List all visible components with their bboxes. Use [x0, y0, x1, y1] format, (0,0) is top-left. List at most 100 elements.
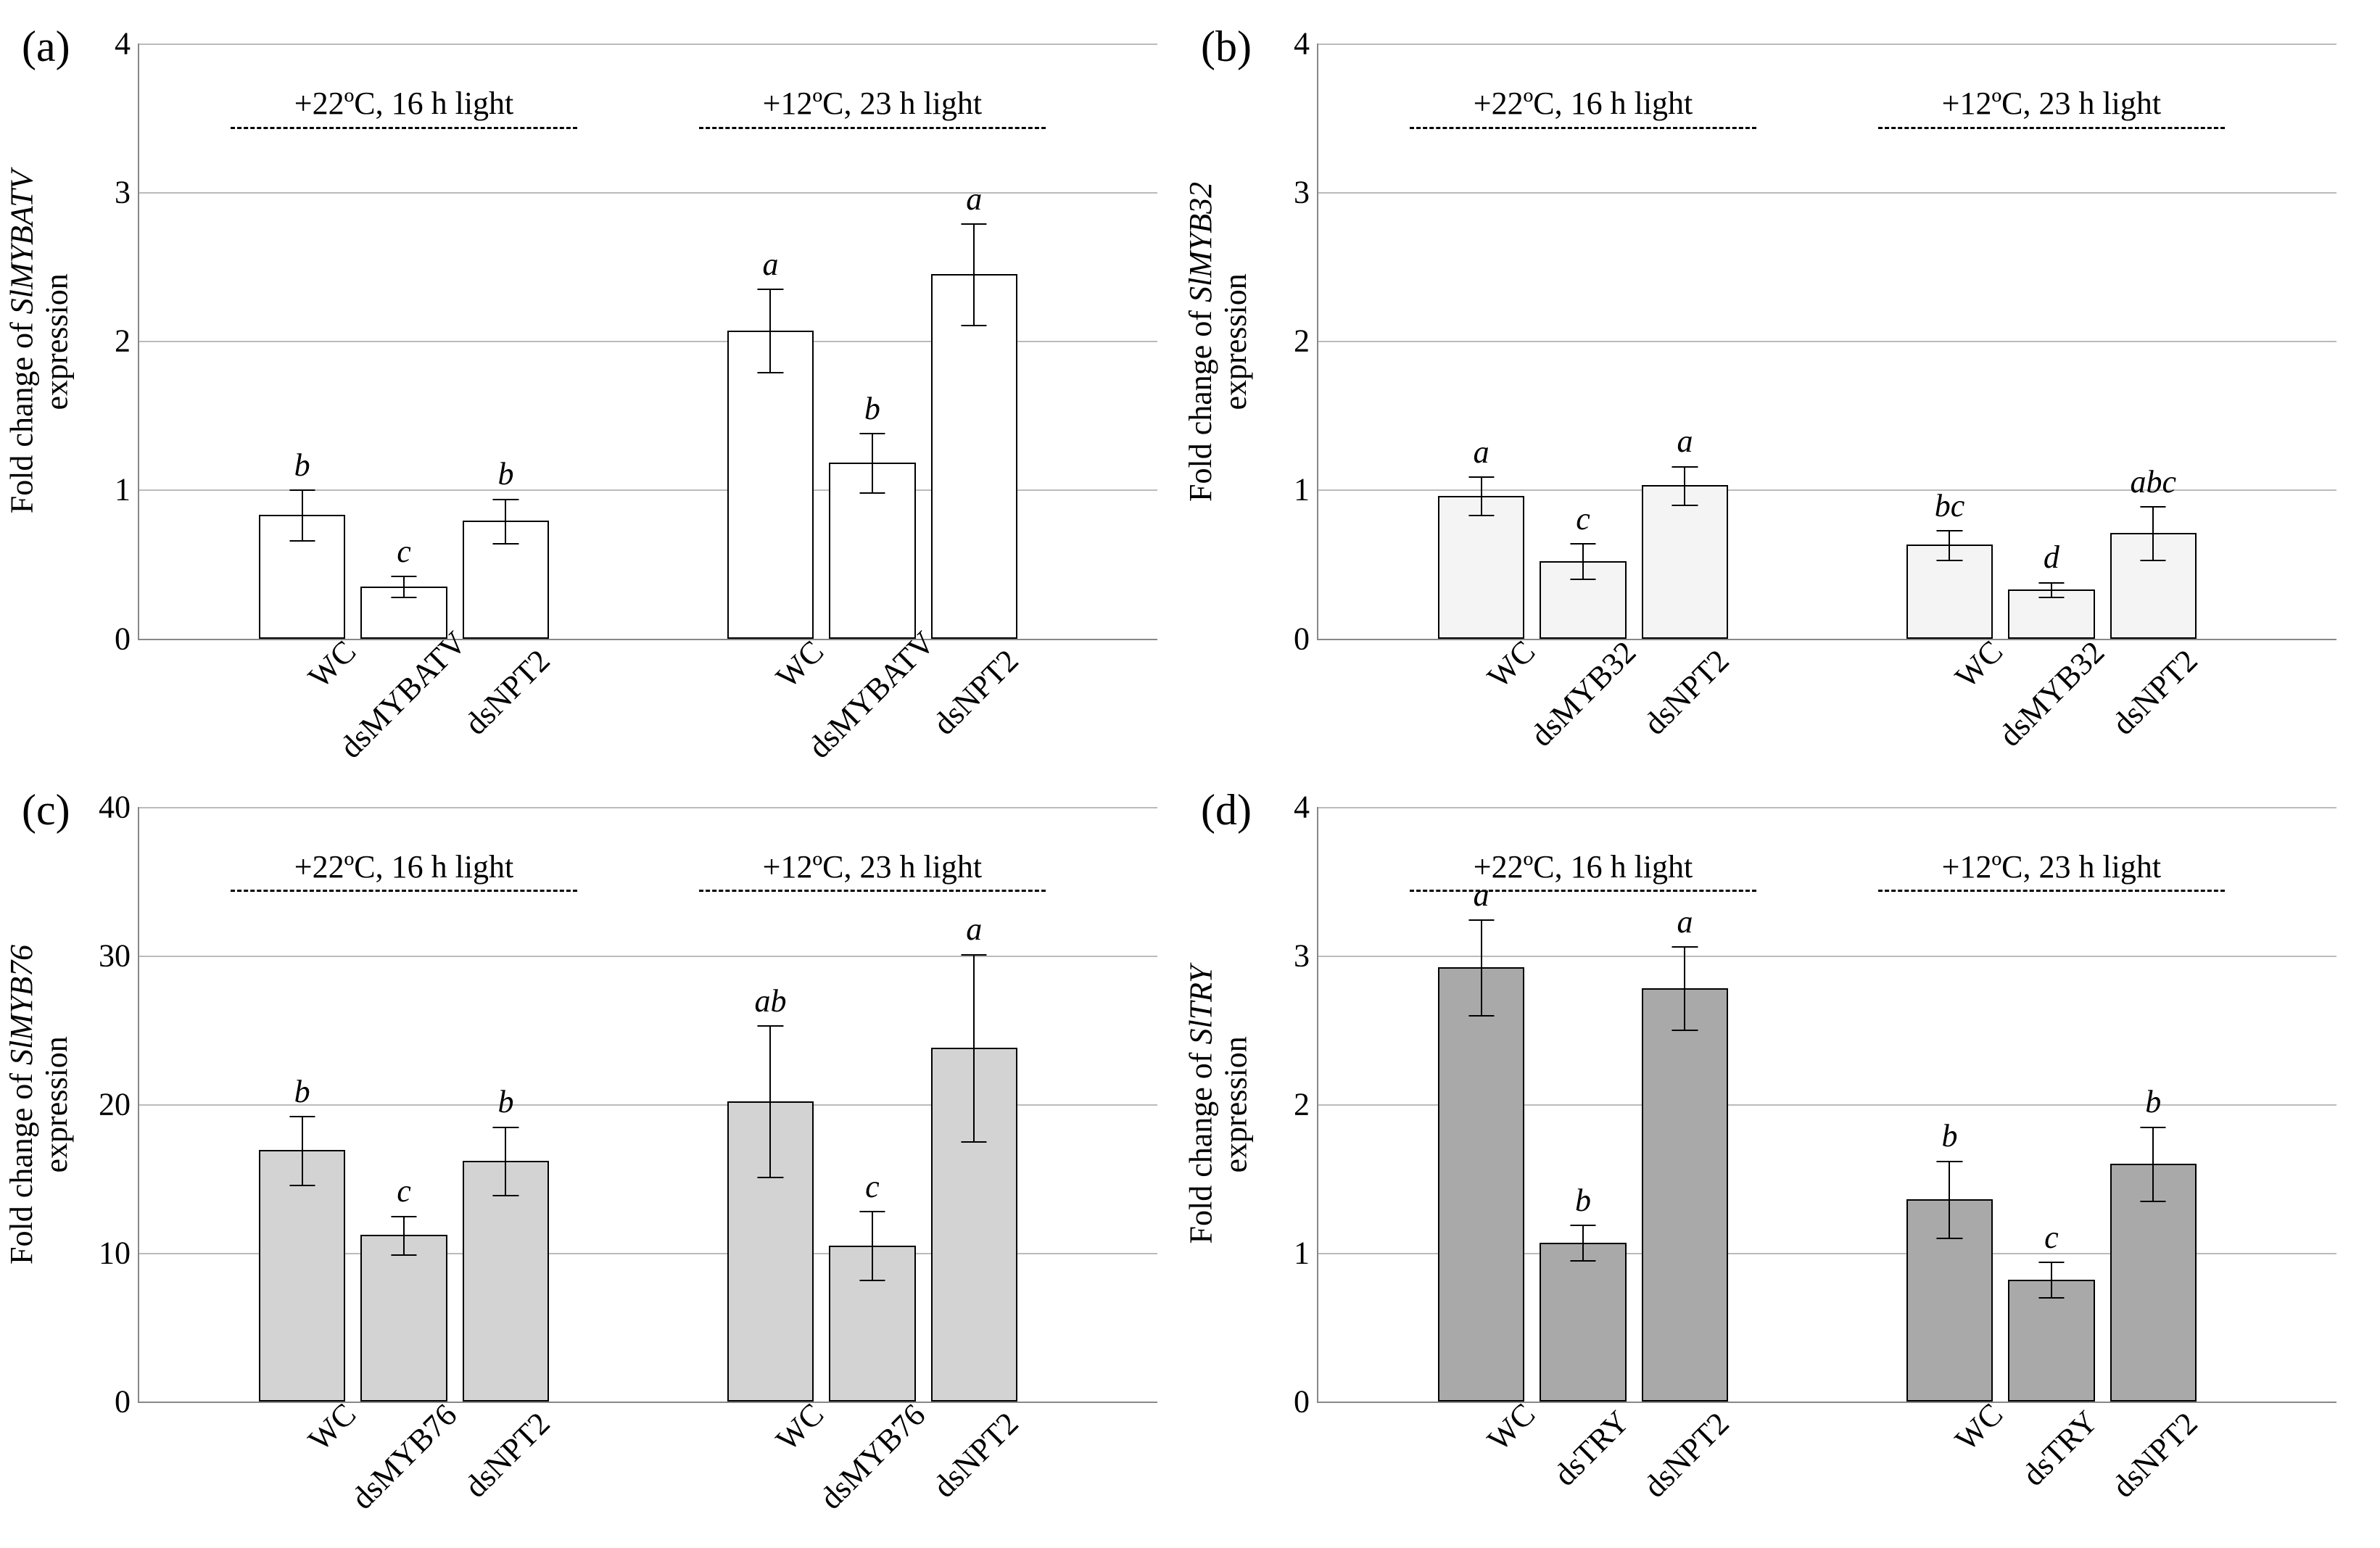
- significance-label: b: [1575, 1182, 1591, 1219]
- condition-underline: [699, 890, 1045, 892]
- x-category-label: dsTRY: [1547, 1403, 1637, 1493]
- error-bar: [2152, 506, 2154, 560]
- error-cap: [1570, 543, 1595, 545]
- y-tick-label: 40: [99, 788, 131, 825]
- y-axis-label: Fold change of SlMYB32expression: [1194, 44, 1244, 640]
- significance-label: c: [865, 1168, 880, 1205]
- error-cap: [859, 492, 885, 494]
- error-cap: [2141, 506, 2166, 508]
- significance-label: b: [497, 455, 513, 492]
- x-category-label: WC: [1479, 1396, 1542, 1458]
- bar: [463, 1161, 549, 1402]
- x-category-label: dsNPT2: [926, 1405, 1026, 1505]
- error-cap: [2141, 1127, 2166, 1128]
- bar: [1438, 967, 1524, 1402]
- gridline: [1318, 341, 2336, 342]
- chart-area: 01234+22ºC, 16 h light+12ºC, 23 h lighta…: [1317, 44, 2336, 640]
- panel-grid: (a)Fold change of SlMYBATVexpression0123…: [15, 15, 2365, 1533]
- significance-label: c: [397, 1172, 411, 1209]
- y-axis-label: Fold change of SlMYB76 expression: [15, 807, 65, 1404]
- panel-b: (b)Fold change of SlMYB32expression01234…: [1194, 15, 2365, 771]
- y-axis-label: Fold change of SlTRY expression: [1194, 807, 1244, 1404]
- error-cap: [2038, 582, 2064, 584]
- gridline: [1318, 807, 2336, 808]
- significance-label: b: [2145, 1083, 2161, 1120]
- error-cap: [758, 372, 783, 373]
- x-category-label: WC: [1948, 633, 2010, 695]
- gridline: [1318, 192, 2336, 194]
- error-cap: [391, 597, 416, 598]
- significance-label: a: [966, 911, 982, 948]
- gridline: [139, 44, 1157, 45]
- y-tick-label: 2: [1294, 1085, 1310, 1122]
- error-cap: [289, 489, 315, 491]
- x-category-label: dsNPT2: [1637, 642, 1737, 742]
- error-bar: [302, 489, 303, 540]
- error-cap: [962, 954, 987, 956]
- y-tick-label: 20: [99, 1085, 131, 1122]
- significance-label: a: [1474, 434, 1489, 471]
- chart-area: 010203040+22ºC, 16 h light+12ºC, 23 h li…: [138, 807, 1157, 1404]
- panel-c: (c)Fold change of SlMYB76 expression0102…: [15, 778, 1186, 1534]
- gridline: [139, 192, 1157, 194]
- y-tick-label: 3: [1294, 937, 1310, 974]
- x-category-label: dsMYB32: [1523, 634, 1643, 754]
- significance-label: b: [294, 1073, 310, 1110]
- x-category-label: dsMYB76: [812, 1396, 933, 1517]
- error-bar: [1949, 530, 1950, 560]
- condition-label: +22ºC, 16 h light: [1474, 85, 1693, 122]
- significance-label: d: [2044, 539, 2059, 576]
- gridline: [1318, 44, 2336, 45]
- error-bar: [505, 1127, 506, 1195]
- error-cap: [493, 1195, 518, 1196]
- x-category-label: dsTRY: [2015, 1403, 2104, 1493]
- condition-label: +22ºC, 16 h light: [1474, 848, 1693, 885]
- error-bar: [2152, 1127, 2154, 1201]
- significance-label: bc: [1935, 487, 1965, 524]
- x-category-label: WC: [1948, 1396, 2010, 1458]
- error-bar: [1582, 1225, 1584, 1260]
- condition-label: +22ºC, 16 h light: [294, 848, 513, 885]
- gridline: [139, 807, 1157, 808]
- condition-label: +12ºC, 23 h light: [1942, 848, 2161, 885]
- error-cap: [859, 433, 885, 434]
- condition-label: +22ºC, 16 h light: [294, 85, 513, 122]
- gridline: [1318, 489, 2336, 491]
- error-cap: [962, 1141, 987, 1143]
- y-tick-label: 10: [99, 1234, 131, 1271]
- error-cap: [391, 1216, 416, 1217]
- error-cap: [1570, 1260, 1595, 1262]
- bar: [1642, 988, 1728, 1402]
- y-tick-label: 2: [115, 323, 131, 360]
- error-bar: [1481, 476, 1482, 515]
- y-tick-label: 0: [1294, 620, 1310, 657]
- error-bar: [1481, 919, 1482, 1014]
- error-cap: [289, 540, 315, 542]
- gridline: [139, 956, 1157, 957]
- significance-label: ab: [754, 982, 786, 1019]
- y-tick-label: 4: [1294, 788, 1310, 825]
- y-tick-label: 0: [1294, 1383, 1310, 1420]
- error-cap: [1937, 560, 1962, 561]
- x-category-label: dsNPT2: [458, 1405, 558, 1505]
- condition-underline: [1410, 890, 1756, 892]
- x-category-label: dsMYBATV: [332, 624, 474, 765]
- error-cap: [1937, 1161, 1962, 1162]
- y-tick-label: 30: [99, 937, 131, 974]
- plot-area: 01234+22ºC, 16 h light+12ºC, 23 h lightb…: [138, 44, 1157, 640]
- error-cap: [1468, 476, 1494, 478]
- significance-label: c: [1576, 500, 1590, 537]
- condition-label: +12ºC, 23 h light: [1942, 85, 2161, 122]
- error-cap: [391, 1254, 416, 1256]
- y-tick-label: 4: [115, 25, 131, 62]
- condition-label: +12ºC, 23 h light: [763, 848, 982, 885]
- y-tick-label: 1: [115, 471, 131, 508]
- error-cap: [1468, 919, 1494, 921]
- x-category-label: dsNPT2: [2105, 642, 2205, 742]
- error-cap: [1672, 466, 1698, 468]
- bar: [259, 1150, 345, 1402]
- condition-underline: [1878, 127, 2224, 129]
- error-bar: [769, 1025, 771, 1177]
- error-cap: [2141, 1201, 2166, 1202]
- error-cap: [1672, 946, 1698, 948]
